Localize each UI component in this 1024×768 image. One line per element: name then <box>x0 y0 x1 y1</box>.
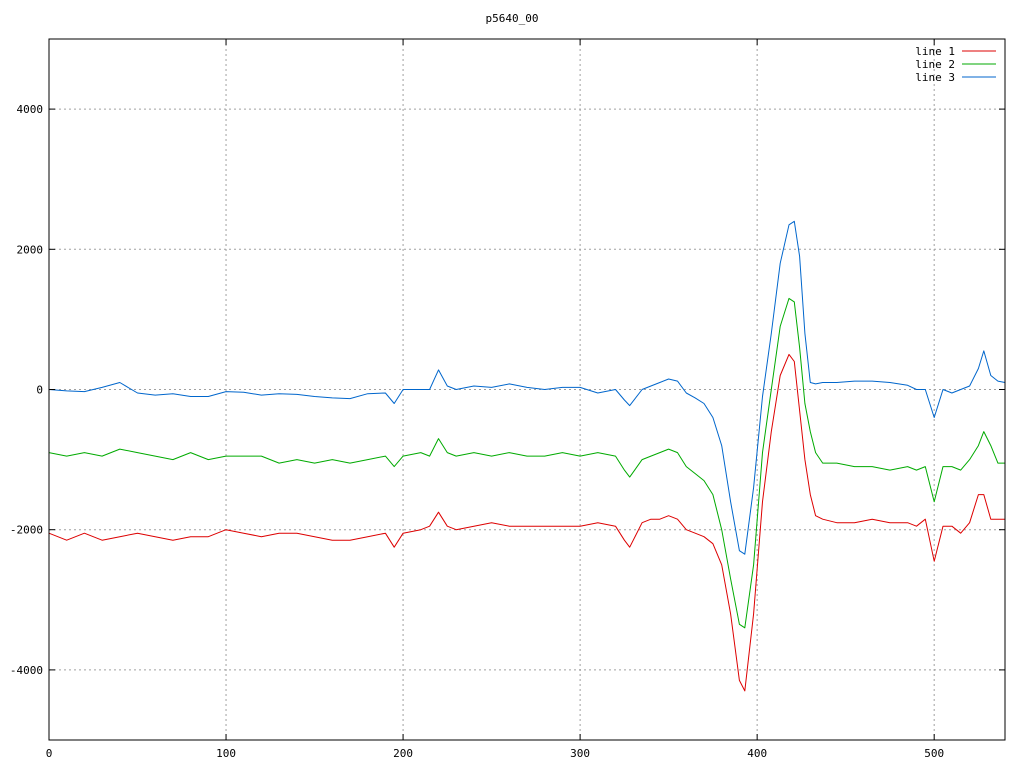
series-group <box>48 220 1006 692</box>
y-tick-label: 2000 <box>17 243 44 256</box>
y-tick-label: -2000 <box>10 524 43 537</box>
legend-label: line 2 <box>915 58 955 71</box>
y-tick-label: 0 <box>36 384 43 397</box>
y-tick-label: -4000 <box>10 664 43 677</box>
legend-label: line 3 <box>915 71 955 84</box>
series-line-1 <box>48 353 1005 692</box>
series-line-3 <box>48 220 1006 555</box>
y-tick-label: 4000 <box>17 103 44 116</box>
legend-label: line 1 <box>915 45 955 58</box>
x-tick-label: 200 <box>393 747 413 760</box>
x-tick-label: 100 <box>216 747 236 760</box>
x-tick-label: 500 <box>924 747 944 760</box>
x-tick-label: 400 <box>747 747 767 760</box>
series-line-2 <box>48 297 1005 629</box>
x-tick-label: 300 <box>570 747 590 760</box>
axis-ticks: 0 100 200 300 400 500 -4000 -2000 0 2000 4000 <box>10 39 1005 760</box>
chart-title: p5640_00 <box>486 12 539 25</box>
x-tick-label: 0 <box>46 747 53 760</box>
